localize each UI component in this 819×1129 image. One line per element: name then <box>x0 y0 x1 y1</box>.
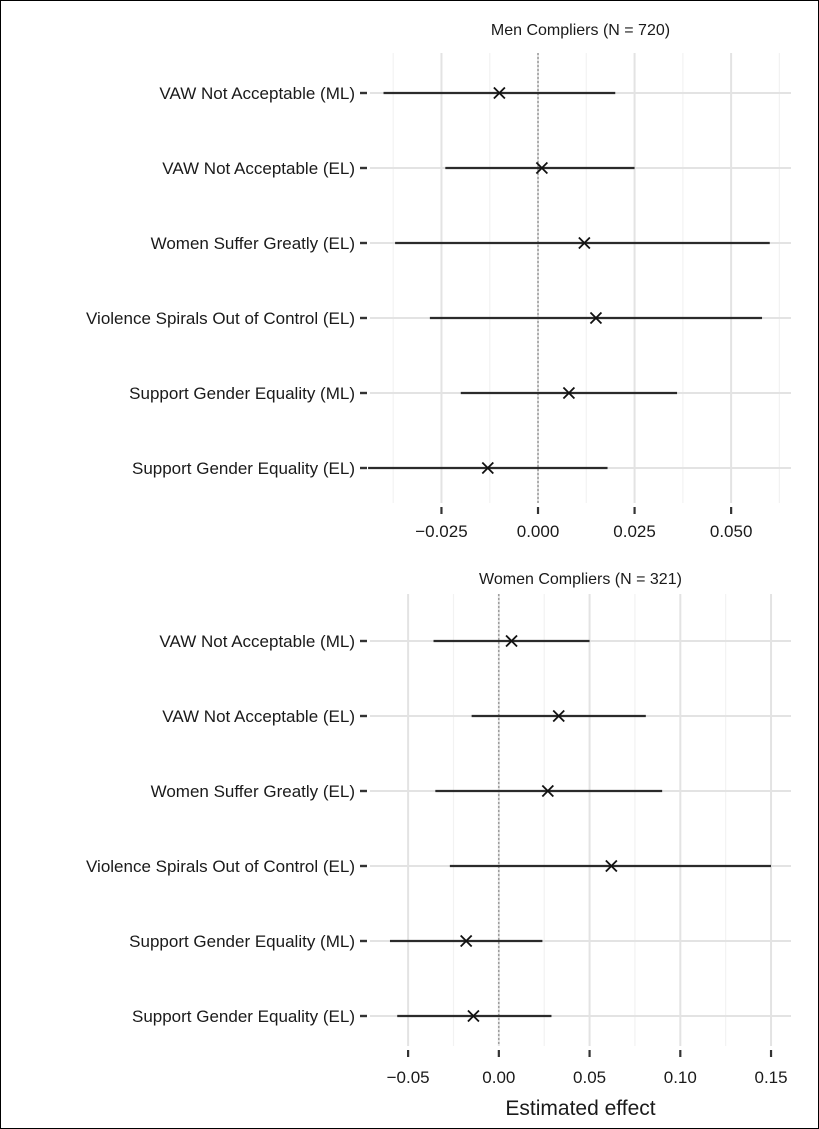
panel-1-estimate-6-stroke-b <box>481 461 494 475</box>
panel-2-x-tick-label-4: 0.10 <box>664 1068 697 1087</box>
panel-1-category-label-2: VAW Not Acceptable (EL) <box>162 159 355 178</box>
panel-2-estimate-4-stroke-b <box>605 859 618 873</box>
panel-2-title: Women Compliers (N = 321) <box>479 571 682 588</box>
panel-1-category-label-4: Violence Spirals Out of Control (EL) <box>86 309 355 328</box>
panel-1-x-tick-label-1: −0.025 <box>415 522 467 541</box>
panel-1-category-label-6: Support Gender Equality (EL) <box>132 459 355 478</box>
panel-2-estimate-5-stroke-b <box>460 934 473 948</box>
panel-2-category-label-3: Women Suffer Greatly (EL) <box>151 782 355 801</box>
panel-2-estimate-6-stroke-b <box>467 1009 480 1023</box>
panel-1-category-label-5: Support Gender Equality (ML) <box>129 384 355 403</box>
panel-2-category-label-1: VAW Not Acceptable (ML) <box>159 632 355 651</box>
panel-2-x-tick-label-1: −0.05 <box>387 1068 430 1087</box>
panel-2-estimate-3-stroke-b <box>541 784 554 798</box>
panel-1-x-tick-label-2: 0.000 <box>517 522 560 541</box>
panel-1-estimate-3-stroke-b <box>578 236 591 250</box>
panel-2-x-axis-title: Estimated effect <box>505 1097 655 1120</box>
panel-1-estimate-5-stroke-b <box>562 386 576 400</box>
panel-2-estimate-2-stroke-b <box>552 709 565 723</box>
panel-1-category-label-1: VAW Not Acceptable (ML) <box>159 84 355 103</box>
panel-1-title: Men Compliers (N = 720) <box>491 22 670 39</box>
panel-2-x-tick-label-3: 0.05 <box>573 1068 606 1087</box>
panel-2-category-label-4: Violence Spirals Out of Control (EL) <box>86 857 355 876</box>
panel-2-estimate-1-stroke-b <box>505 634 518 648</box>
panel-2-category-label-6: Support Gender Equality (EL) <box>132 1007 355 1026</box>
panel-2-category-label-2: VAW Not Acceptable (EL) <box>162 707 355 726</box>
panel-2-x-tick-label-5: 0.15 <box>754 1068 787 1087</box>
panel-2-category-label-5: Support Gender Equality (ML) <box>129 932 355 951</box>
panel-1-estimate-2-stroke-b <box>535 161 549 175</box>
panel-1-estimate-4-stroke-b <box>589 311 603 325</box>
panel-1-x-tick-label-3: 0.025 <box>613 522 656 541</box>
panel-1-x-tick-label-4: 0.050 <box>710 522 753 541</box>
panel-2-x-tick-label-2: 0.00 <box>482 1068 515 1087</box>
panel-1-estimate-1-stroke-b <box>493 86 506 100</box>
panel-1-category-label-3: Women Suffer Greatly (EL) <box>151 234 355 253</box>
